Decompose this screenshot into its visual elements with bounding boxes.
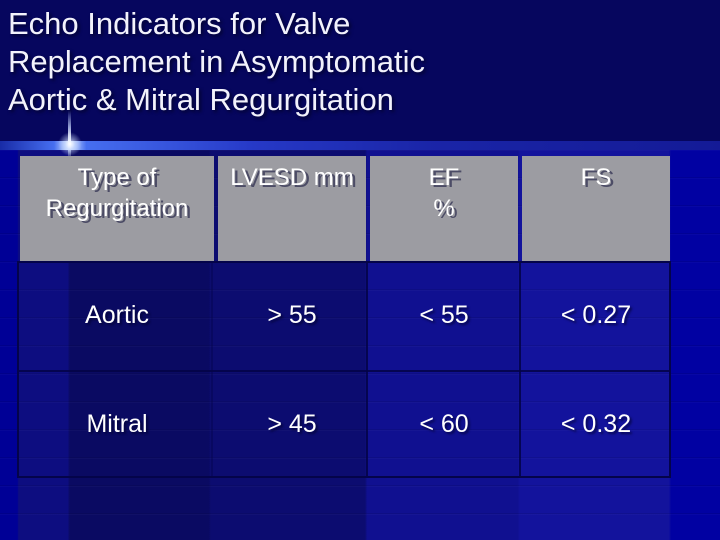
cell-mitral-type: Mitral: [86, 409, 148, 438]
grid-line-vertical: [519, 263, 521, 476]
header-cell-ef: EF %: [370, 156, 518, 261]
header-cell-lvesd: LVESD mm: [218, 156, 366, 261]
title-line-1: Echo Indicators for Valve: [8, 6, 351, 41]
slide-title: Echo Indicators for Valve Replacement in…: [8, 5, 648, 119]
grid-line-horizontal: [19, 370, 669, 372]
cell-aortic-lvesd: > 55: [267, 301, 317, 329]
grid-line-vertical: [366, 263, 368, 476]
header-label-line: LVESD mm: [230, 164, 354, 191]
header-label-line: EF: [428, 164, 460, 191]
cell-mitral-lvesd: > 45: [267, 409, 317, 438]
cell-aortic-ef: < 55: [419, 301, 469, 329]
header-label-line: FS: [580, 164, 612, 191]
flare-cross-glow-icon: [58, 132, 82, 156]
cell-mitral-fs: < 0.32: [560, 409, 632, 438]
header-cell-type-of-regurgitation: Type of Regurgitation: [20, 156, 214, 261]
title-line-2: Replacement in Asymptomatic: [8, 44, 425, 79]
cell-aortic-type: Aortic: [85, 301, 149, 329]
light-beam-decoration: [0, 141, 720, 150]
header-label-line: %: [433, 195, 455, 222]
title-line-3: Aortic & Mitral Regurgitation: [8, 82, 394, 117]
header-label-line: Regurgitation: [45, 195, 189, 222]
header-label-line: Type of: [77, 164, 157, 191]
table-body-frame: [17, 261, 671, 478]
grid-line-vertical: [211, 263, 213, 476]
header-cell-fs: FS: [522, 156, 670, 261]
background-top: [0, 0, 720, 150]
cell-aortic-fs: < 0.27: [560, 301, 632, 329]
cell-mitral-ef: < 60: [419, 409, 469, 438]
